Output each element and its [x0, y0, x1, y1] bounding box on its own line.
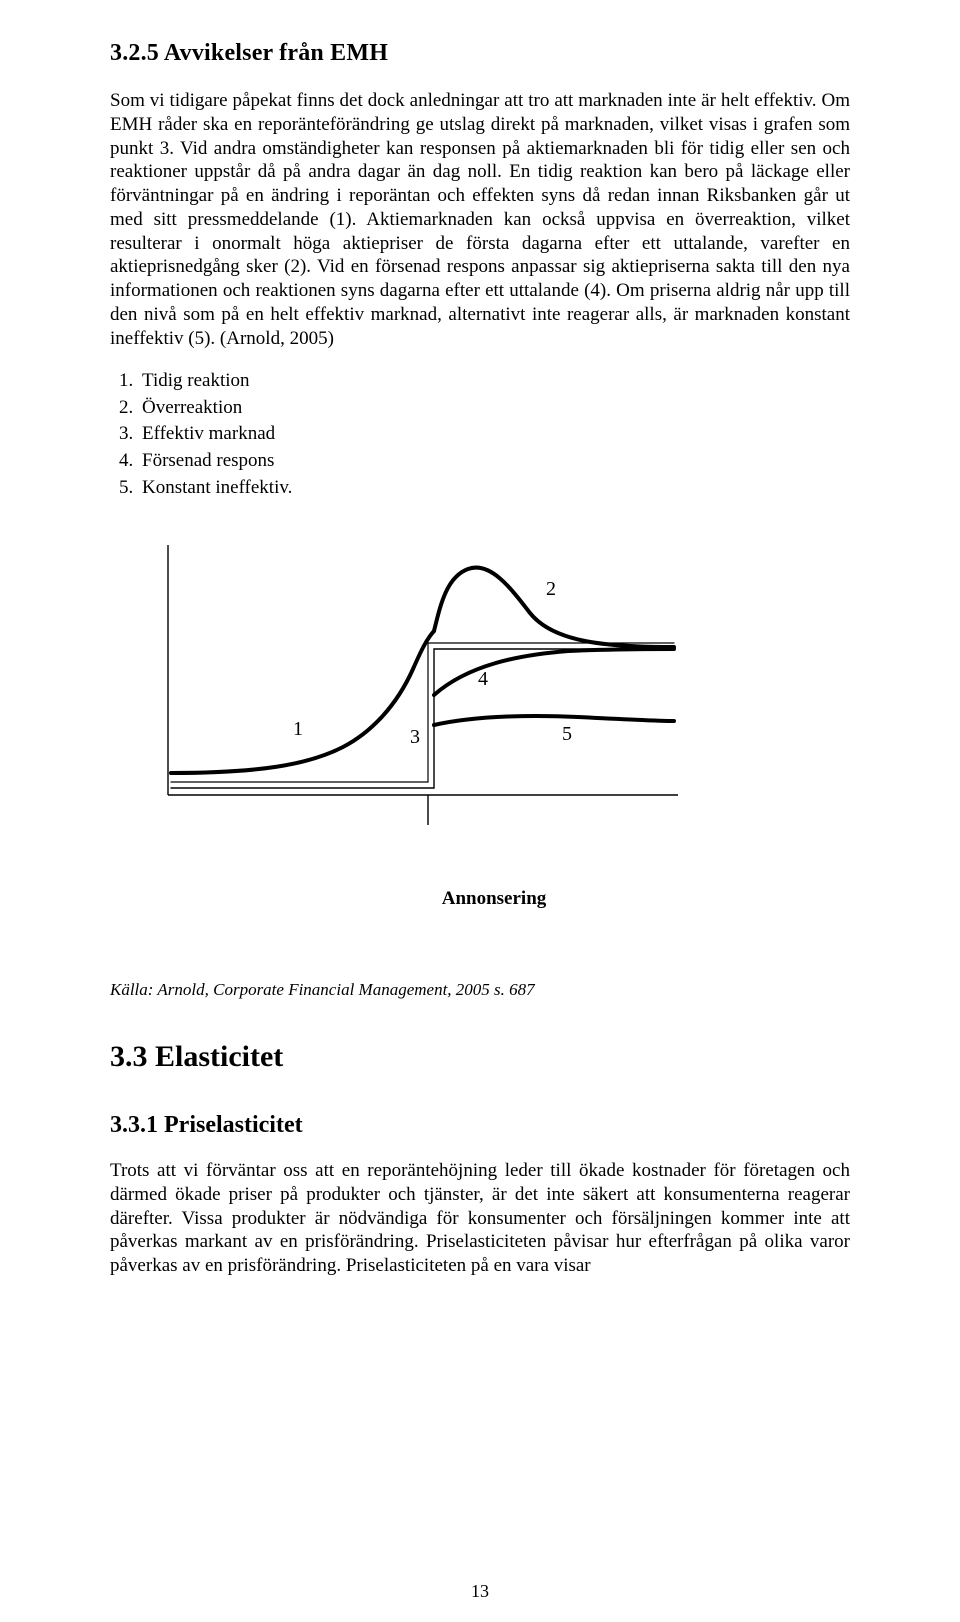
list-item: Överreaktion: [138, 395, 850, 422]
list-item: Konstant ineffektiv.: [138, 475, 850, 502]
page-number: 13: [0, 1581, 960, 1602]
svg-text:4: 4: [478, 668, 488, 690]
svg-text:1: 1: [293, 718, 303, 740]
heading-325: 3.2.5 Avvikelser från EMH: [110, 40, 850, 67]
chart-325: 1 2 3 4 5 Annonsering: [138, 525, 850, 910]
svg-text:5: 5: [562, 723, 572, 745]
reaction-chart-svg: 1 2 3 4 5: [138, 525, 698, 855]
svg-text:2: 2: [546, 578, 556, 600]
para-325: Som vi tidigare påpekat finns det dock a…: [110, 89, 850, 350]
heading-331: 3.3.1 Priselasticitet: [110, 1112, 850, 1139]
list-325: Tidig reaktion Överreaktion Effektiv mar…: [138, 368, 850, 501]
chart-caption: Annonsering: [138, 888, 850, 910]
heading-33: 3.3 Elasticitet: [110, 1040, 850, 1074]
svg-text:3: 3: [410, 726, 420, 748]
page: 3.2.5 Avvikelser från EMH Som vi tidigar…: [0, 0, 960, 1622]
list-item: Effektiv marknad: [138, 421, 850, 448]
list-item: Försenad respons: [138, 448, 850, 475]
para-331: Trots att vi förväntar oss att en reporä…: [110, 1159, 850, 1278]
list-item: Tidig reaktion: [138, 368, 850, 395]
source-citation: Källa: Arnold, Corporate Financial Manag…: [110, 980, 850, 1000]
